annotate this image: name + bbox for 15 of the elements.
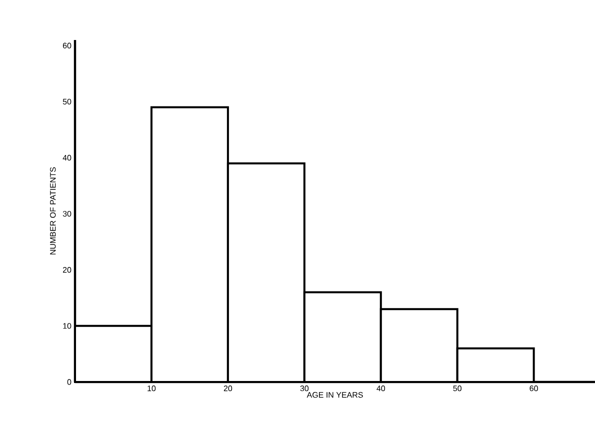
x-tick-label: 20 — [224, 386, 232, 392]
y-tick-label: 20 — [62, 267, 72, 273]
y-tick-label: 50 — [62, 98, 72, 104]
x-tick-label: 40 — [376, 386, 386, 392]
x-tick-label: 10 — [148, 386, 156, 392]
x-axis-title: AGE IN YEARS — [306, 392, 363, 398]
x-tick-label: 30 — [300, 386, 309, 392]
x-tick-label: 50 — [453, 386, 462, 392]
y-tick-label: 30 — [62, 210, 72, 217]
y-tick-label: 10 — [63, 323, 72, 329]
x-tick-label: 60 — [530, 386, 538, 392]
y-axis-title: NUMBER OF PATIENTS — [50, 167, 56, 254]
y-tick-label: 60 — [62, 42, 72, 48]
y-tick-label: 40 — [62, 154, 72, 161]
y-tick-label: 0 — [67, 379, 72, 385]
